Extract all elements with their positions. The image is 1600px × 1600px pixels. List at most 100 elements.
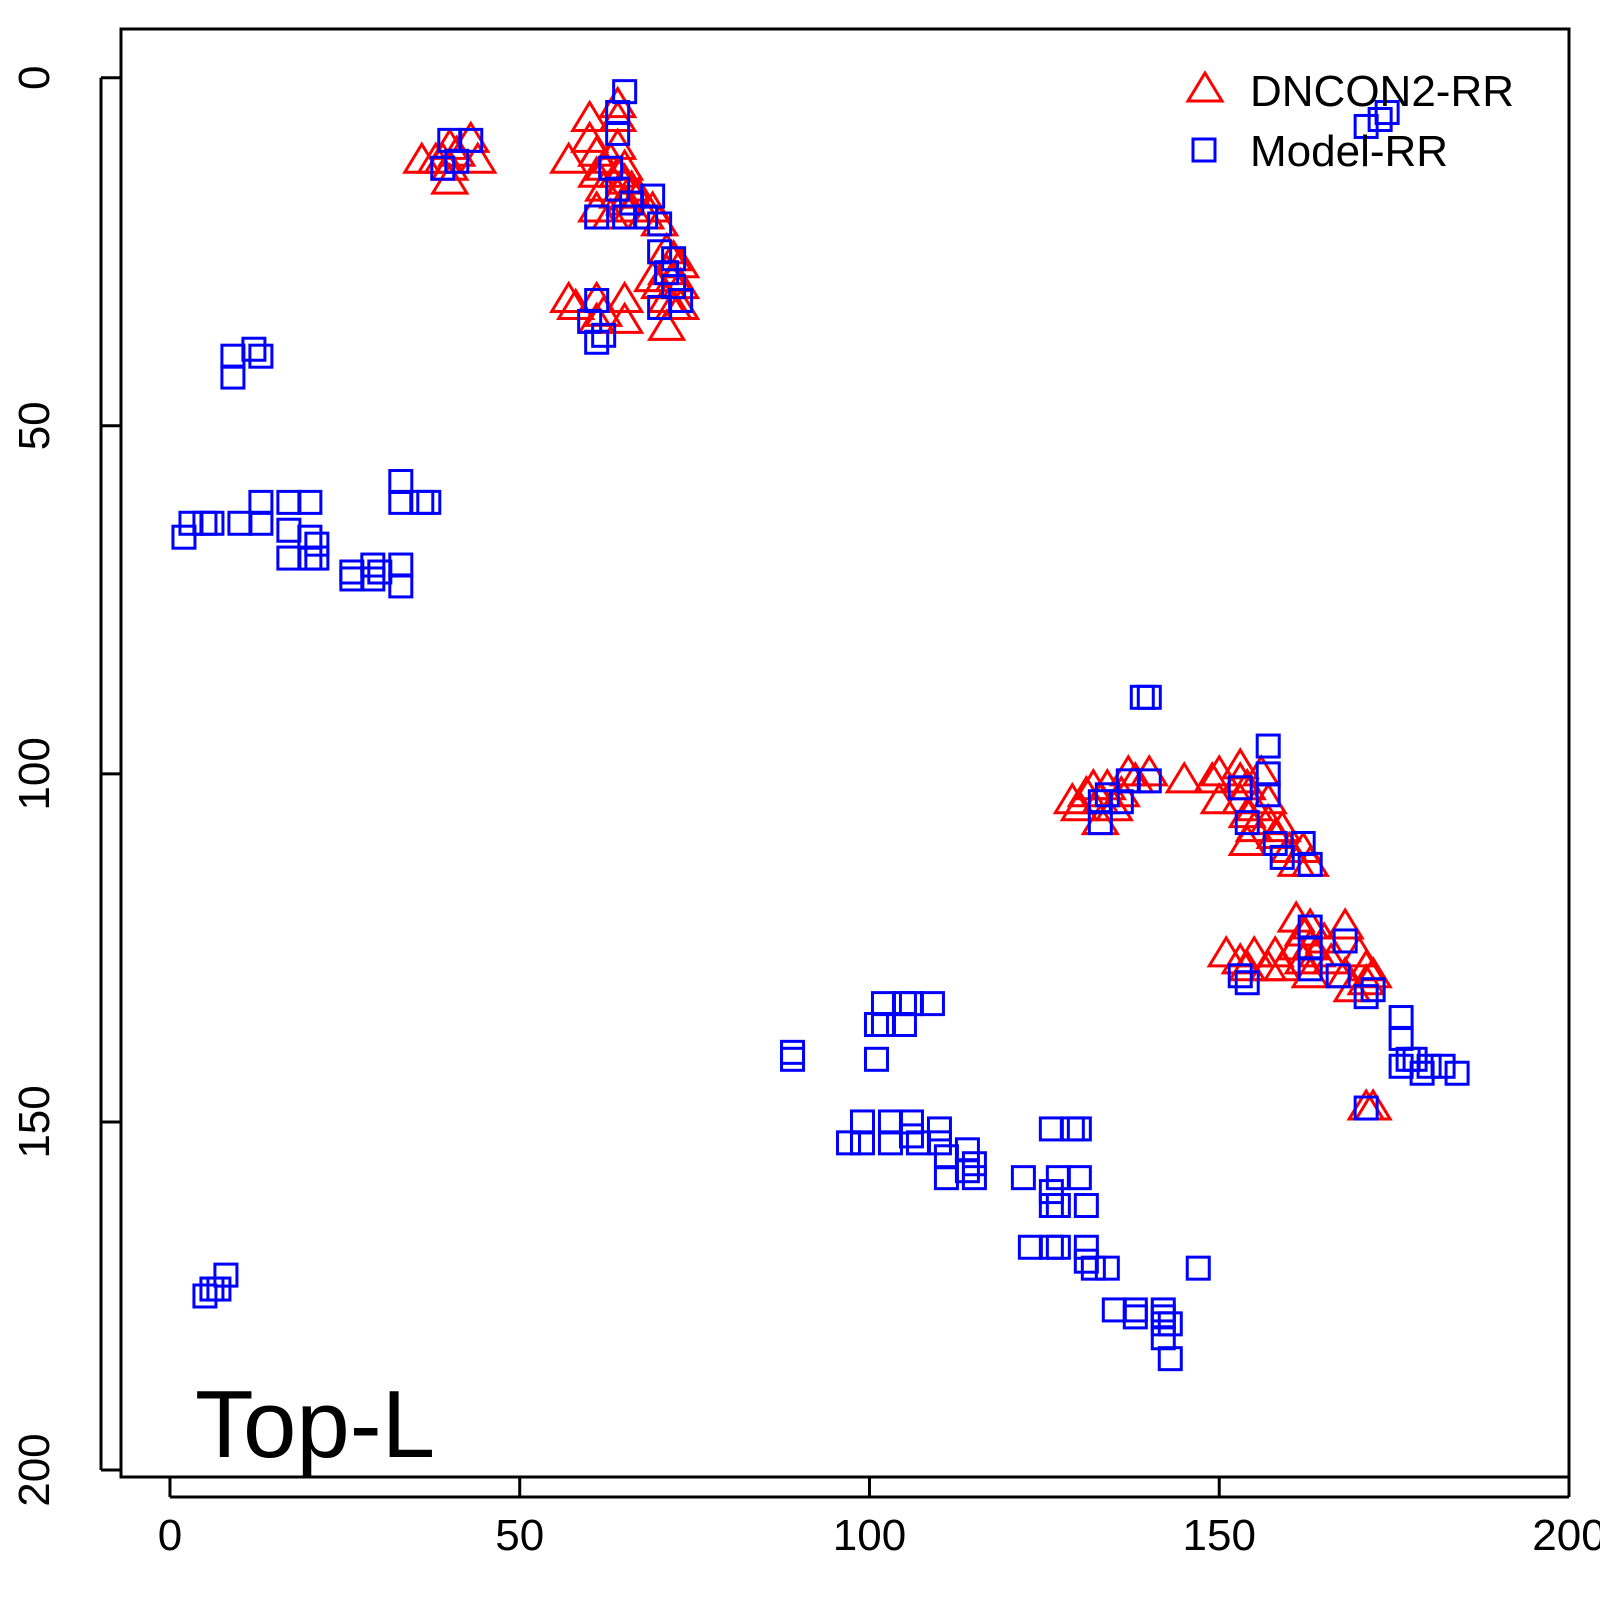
model-rr-point xyxy=(297,524,323,550)
dncon2-rr-point xyxy=(597,155,638,188)
dncon2-rr-point xyxy=(1262,809,1302,843)
model-rr-point xyxy=(1129,684,1155,710)
model-rr-point xyxy=(863,1046,889,1072)
model-rr-point xyxy=(1157,1346,1183,1372)
model-rr-point xyxy=(1087,810,1113,836)
model-rr-point xyxy=(1185,1255,1211,1281)
model-rr-point xyxy=(248,343,274,369)
model-rr-point xyxy=(220,343,246,369)
dncon2-rr-point xyxy=(549,280,589,313)
model-rr-point xyxy=(1045,1234,1071,1260)
y-tick-label: 100 xyxy=(10,737,59,810)
model-rr-point xyxy=(780,1046,806,1072)
model-rr-point xyxy=(780,1039,806,1065)
model-rr-point xyxy=(584,204,610,230)
model-rr-point xyxy=(1227,963,1253,989)
dncon2-rr-point xyxy=(1192,760,1232,794)
model-rr-point xyxy=(1150,1297,1176,1323)
model-rr-point xyxy=(1150,1325,1176,1351)
y-tick-label: 150 xyxy=(10,1085,59,1158)
model-rr-point xyxy=(919,991,945,1017)
model-rr-point xyxy=(1234,810,1260,836)
dncon2-rr-point xyxy=(570,99,610,132)
model-rr-point xyxy=(1409,1060,1435,1086)
x-tick-label: 50 xyxy=(495,1511,544,1560)
y-tick-label: 200 xyxy=(10,1433,59,1506)
model-rr-point xyxy=(192,510,218,536)
model-rr-point xyxy=(297,545,323,571)
model-rr-point xyxy=(1066,1116,1092,1142)
series-model-rr xyxy=(171,79,1470,1372)
model-rr-point xyxy=(1073,1234,1099,1260)
dncon2-rr-point xyxy=(604,301,645,334)
model-rr-point xyxy=(1045,1193,1071,1218)
dncon2-rr-point xyxy=(1234,934,1274,968)
model-rr-point xyxy=(1360,977,1386,1003)
model-rr-point xyxy=(1150,1304,1176,1330)
model-rr-point xyxy=(891,1012,917,1037)
model-rr-point xyxy=(1388,1025,1414,1051)
legend-marker-dncon2 xyxy=(1185,70,1225,103)
model-rr-point xyxy=(1255,782,1281,808)
model-rr-point xyxy=(1094,782,1120,808)
model-rr-point xyxy=(891,991,917,1017)
model-rr-point xyxy=(1017,1234,1043,1260)
model-rr-point xyxy=(961,1151,987,1177)
model-rr-point xyxy=(961,1165,987,1191)
model-rr-point xyxy=(388,489,414,515)
model-rr-point xyxy=(849,1130,875,1156)
model-rr-point xyxy=(1388,1053,1414,1079)
model-rr-point xyxy=(367,559,393,585)
model-rr-point xyxy=(1297,851,1323,877)
model-rr-point xyxy=(1010,1165,1036,1191)
model-rr-point xyxy=(1444,1060,1470,1086)
x-tick-label: 150 xyxy=(1183,1511,1256,1560)
model-rr-point xyxy=(1038,1234,1064,1260)
y-tick-label: 50 xyxy=(10,401,59,450)
model-rr-point xyxy=(1227,775,1253,801)
x-tick-label: 100 xyxy=(833,1511,906,1560)
model-rr-point xyxy=(1157,1311,1183,1337)
model-rr-point xyxy=(1122,1304,1148,1330)
model-rr-point xyxy=(605,120,631,146)
model-rr-point xyxy=(1374,100,1400,126)
model-rr-point xyxy=(1094,1255,1120,1281)
model-rr-point xyxy=(877,1109,903,1135)
model-rr-point xyxy=(409,489,435,515)
dncon2-rr-point xyxy=(1234,809,1274,843)
legend: DNCON2-RR Model-RR xyxy=(1185,67,1514,176)
model-rr-point xyxy=(1262,831,1288,856)
model-rr-point xyxy=(1038,1116,1064,1142)
dncon2-rr-point xyxy=(604,280,645,313)
model-rr-point xyxy=(1080,1255,1106,1281)
model-rr-point xyxy=(388,573,414,599)
model-rr-point xyxy=(933,1165,959,1191)
model-rr-point xyxy=(1430,1053,1456,1079)
model-rr-point xyxy=(1136,684,1162,710)
model-rr-point xyxy=(248,510,274,536)
model-rr-point xyxy=(213,1262,239,1288)
x-tick-label: 0 xyxy=(158,1511,182,1560)
plot-frame xyxy=(119,27,1571,1479)
y-tick-label: 0 xyxy=(10,65,59,89)
model-rr-point xyxy=(898,991,924,1017)
model-rr-point xyxy=(640,183,666,209)
model-rr-point xyxy=(647,211,673,237)
model-rr-point xyxy=(1073,1193,1099,1218)
model-rr-point xyxy=(276,489,302,515)
model-rr-point xyxy=(206,1276,232,1302)
model-rr-point xyxy=(430,155,456,181)
model-rr-point xyxy=(388,552,414,578)
model-rr-point xyxy=(178,510,204,536)
model-rr-point xyxy=(1388,1005,1414,1031)
model-rr-point xyxy=(276,545,302,571)
model-rr-point xyxy=(276,517,302,543)
model-rr-point xyxy=(605,176,631,202)
model-rr-point xyxy=(849,1109,875,1135)
model-rr-point xyxy=(870,1012,896,1037)
model-rr-point xyxy=(1269,844,1295,870)
model-rr-point xyxy=(905,1130,931,1156)
model-rr-point xyxy=(877,1130,903,1156)
model-rr-point xyxy=(297,489,323,515)
